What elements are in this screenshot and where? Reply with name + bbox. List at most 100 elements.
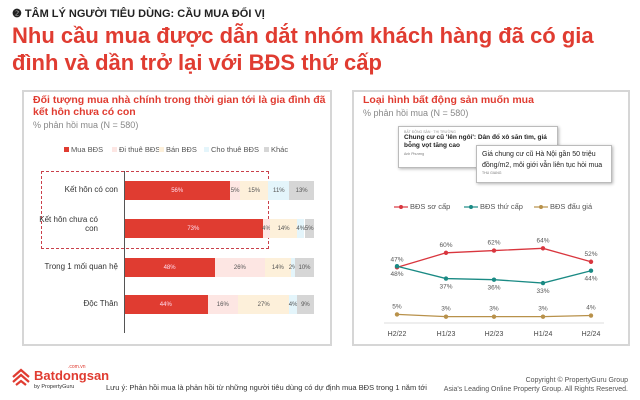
legend-label: Cho thuê BĐS	[211, 145, 259, 154]
axis-line	[124, 171, 125, 333]
x-tick-label: H2/24	[582, 331, 601, 338]
copyright-tagline: Asia's Leading Online Property Group. Al…	[443, 386, 628, 393]
page-title: Nhu cầu mua được dẫn dắt nhóm khách hàng…	[12, 23, 594, 75]
legend-label: Khác	[271, 145, 289, 154]
bar-value-label: 14%	[277, 225, 290, 232]
data-label: 62%	[487, 240, 500, 247]
footnote: Lưu ý: Phản hồi mua là phản hồi từ những…	[106, 383, 427, 392]
bar-segment: 44%	[124, 295, 208, 314]
data-label: 3%	[441, 306, 451, 313]
bar-segment: 14%	[270, 219, 297, 238]
bar-value-label: 4%	[288, 301, 298, 308]
bar-value-label: 10%	[298, 264, 311, 271]
logo-house-icon	[12, 368, 30, 386]
news-card: Giá chung cư cũ Hà Nội gần 50 triệu đồng…	[476, 145, 612, 183]
bar-value-label: 4%	[296, 225, 306, 232]
bar-value-label: 16%	[216, 301, 229, 308]
bar-segment: 27%	[238, 295, 290, 314]
legend-item: Bán BĐS	[159, 145, 197, 154]
bar-value-label: 5%	[304, 225, 314, 232]
legend-item: BĐS thứ cấp	[464, 202, 523, 211]
news-author: THU GIANG	[482, 171, 502, 175]
bar-segment: 4%	[289, 295, 297, 314]
legend-marker	[394, 204, 408, 209]
bar-segment: 26%	[215, 258, 265, 277]
bar-value-label: 13%	[295, 187, 308, 194]
row-label: Trong 1 mối quan hệ	[44, 262, 118, 271]
copyright: Copyright © PropertyGuru Group Asia's Le…	[444, 376, 628, 394]
data-point	[491, 314, 497, 319]
legend-swatch	[64, 147, 69, 152]
data-point	[491, 248, 497, 253]
news-tag: BẤT ĐỘNG SẢN · THỊ TRƯỜNG	[404, 130, 456, 134]
data-point	[540, 314, 546, 319]
data-label: 36%	[487, 285, 500, 292]
bar-segment: 5%	[304, 219, 314, 238]
data-point	[588, 313, 594, 318]
legend-swatch	[112, 147, 117, 152]
chart-subtitle: % phản hồi mua (N = 580)	[33, 120, 139, 130]
news-headline: Chung cư cũ 'lên ngôi': Dân đổ xô săn tì…	[404, 134, 547, 149]
bar-segment: 4%	[262, 219, 271, 238]
legend-item: BĐS sơ cấp	[394, 202, 450, 211]
row-label: Kết hôn chưa có con	[39, 215, 98, 233]
legend-label: BĐS đấu giá	[550, 202, 593, 211]
x-tick-label: H2/23	[485, 331, 504, 338]
data-label: 47%	[390, 256, 403, 263]
row-label: Kết hôn có con	[64, 185, 118, 194]
data-label: 3%	[538, 306, 548, 313]
bar-value-label: 5%	[230, 187, 240, 194]
bar-segment: 15%	[239, 181, 269, 200]
chart-title: Loại hình bất động sản muốn mua	[363, 94, 534, 106]
stacked-bar-panel: Đối tượng mua nhà chính trong thời gian …	[22, 90, 332, 346]
bar-value-label: 9%	[301, 301, 310, 308]
highlight-box	[41, 171, 269, 249]
data-label: 44%	[584, 276, 597, 283]
legend-swatch	[264, 147, 269, 152]
legend-label: BĐS sơ cấp	[410, 202, 451, 211]
bar-value-label: 56%	[171, 187, 184, 194]
bar-segment: 13%	[289, 181, 314, 200]
legend-marker	[464, 204, 478, 209]
bar-segment: 11%	[268, 181, 290, 200]
data-label: 4%	[586, 305, 596, 312]
legend-item: Đi thuê BĐS	[112, 145, 160, 154]
legend-item: Khác	[264, 145, 288, 154]
logo-domain: .com.vn	[68, 364, 86, 370]
section-kicker: ❷ TÂM LÝ NGƯỜI TIÊU DÙNG: CẦU MUA ĐỔI VỊ	[12, 8, 265, 20]
data-point	[394, 264, 400, 269]
x-tick-label: H1/23	[437, 331, 456, 338]
news-author: Anh Phương	[404, 152, 425, 156]
bar-value-label: 26%	[233, 264, 246, 271]
legend-item: BĐS đấu giá	[534, 202, 592, 211]
data-label: 5%	[392, 303, 402, 310]
data-label: 48%	[390, 271, 403, 278]
line-chart: H2/22 H1/23 H2/23 H1/24 H2/24 47% 60% 62% 64% 52%…	[384, 237, 604, 338]
data-point	[540, 246, 546, 251]
bar-segment: 9%	[296, 295, 314, 314]
bar-segment: 56%	[124, 181, 231, 200]
logo-by: by PropertyGuru	[34, 384, 75, 390]
data-label: 37%	[439, 284, 452, 291]
data-point	[443, 276, 449, 281]
data-label: 64%	[536, 237, 549, 244]
data-point	[443, 314, 449, 319]
news-headline: Giá chung cư cũ Hà Nội gần 50 triệu đồng…	[482, 151, 603, 169]
legend-label: Mua BĐS	[71, 145, 104, 154]
data-label: 52%	[584, 251, 597, 258]
bar-segment: 5%	[230, 181, 240, 200]
line-chart-panel: Loại hình bất động sản muốn mua % phản h…	[352, 90, 630, 346]
legend-item: Cho thuê BĐS	[204, 145, 259, 154]
bar-segment: 2%	[288, 258, 298, 277]
bar-value-label: 48%	[163, 264, 176, 271]
bar-value-label: 27%	[257, 301, 270, 308]
bar-value-label: 44%	[159, 301, 172, 308]
legend-swatch	[204, 147, 209, 152]
legend-label: Đi thuê BĐS	[119, 145, 161, 154]
data-label: 33%	[536, 288, 549, 295]
bar-segment: 14%	[264, 258, 292, 277]
bar-value-label: 4%	[262, 225, 271, 232]
data-point	[491, 277, 497, 282]
bar-value-label: 2%	[288, 264, 298, 271]
chart-title: Đối tượng mua nhà chính trong thời gian …	[33, 94, 326, 118]
